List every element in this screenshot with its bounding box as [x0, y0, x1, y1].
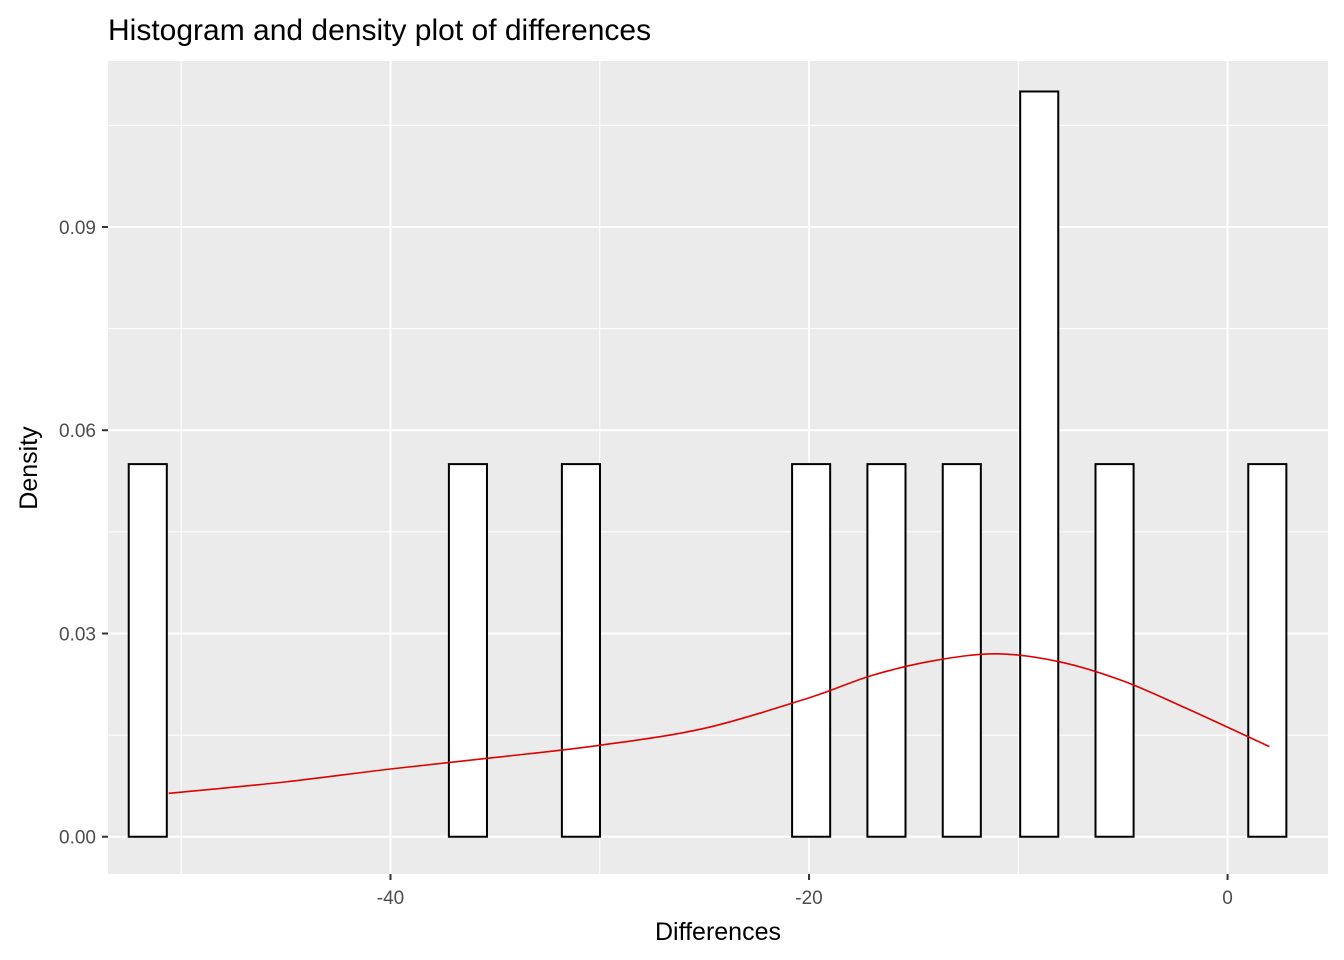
- histogram-bars: [127, 90, 1288, 838]
- histogram-bar: [1247, 463, 1288, 838]
- y-tick-label: 0.09: [59, 218, 96, 239]
- histogram-bar: [941, 463, 982, 838]
- y-tick-label: 0.06: [59, 421, 96, 442]
- histogram-bar: [866, 463, 907, 838]
- histogram-bar: [560, 463, 601, 838]
- x-axis-title: Differences: [655, 918, 781, 946]
- y-axis-title: Density: [15, 426, 43, 510]
- y-axis: 0.00 0.03 0.06 0.09: [59, 218, 108, 849]
- histogram-bar: [447, 463, 488, 838]
- density-curve: [168, 653, 1270, 795]
- x-tick-label: -40: [377, 888, 404, 909]
- x-tick-label: -20: [795, 888, 822, 909]
- histogram-bar: [791, 463, 832, 838]
- y-tick-label: 0.03: [59, 624, 96, 645]
- chart-title: Histogram and density plot of difference…: [108, 14, 651, 47]
- histogram-bar: [1094, 463, 1135, 838]
- y-tick-label: 0.00: [59, 828, 96, 849]
- plot-panel: [108, 61, 1328, 874]
- x-axis: -40 -20 0: [377, 874, 1233, 909]
- minor-gridlines: [108, 61, 1328, 874]
- x-tick-label: 0: [1222, 888, 1233, 909]
- histogram-bar: [127, 463, 168, 838]
- histogram-bar: [1019, 90, 1060, 838]
